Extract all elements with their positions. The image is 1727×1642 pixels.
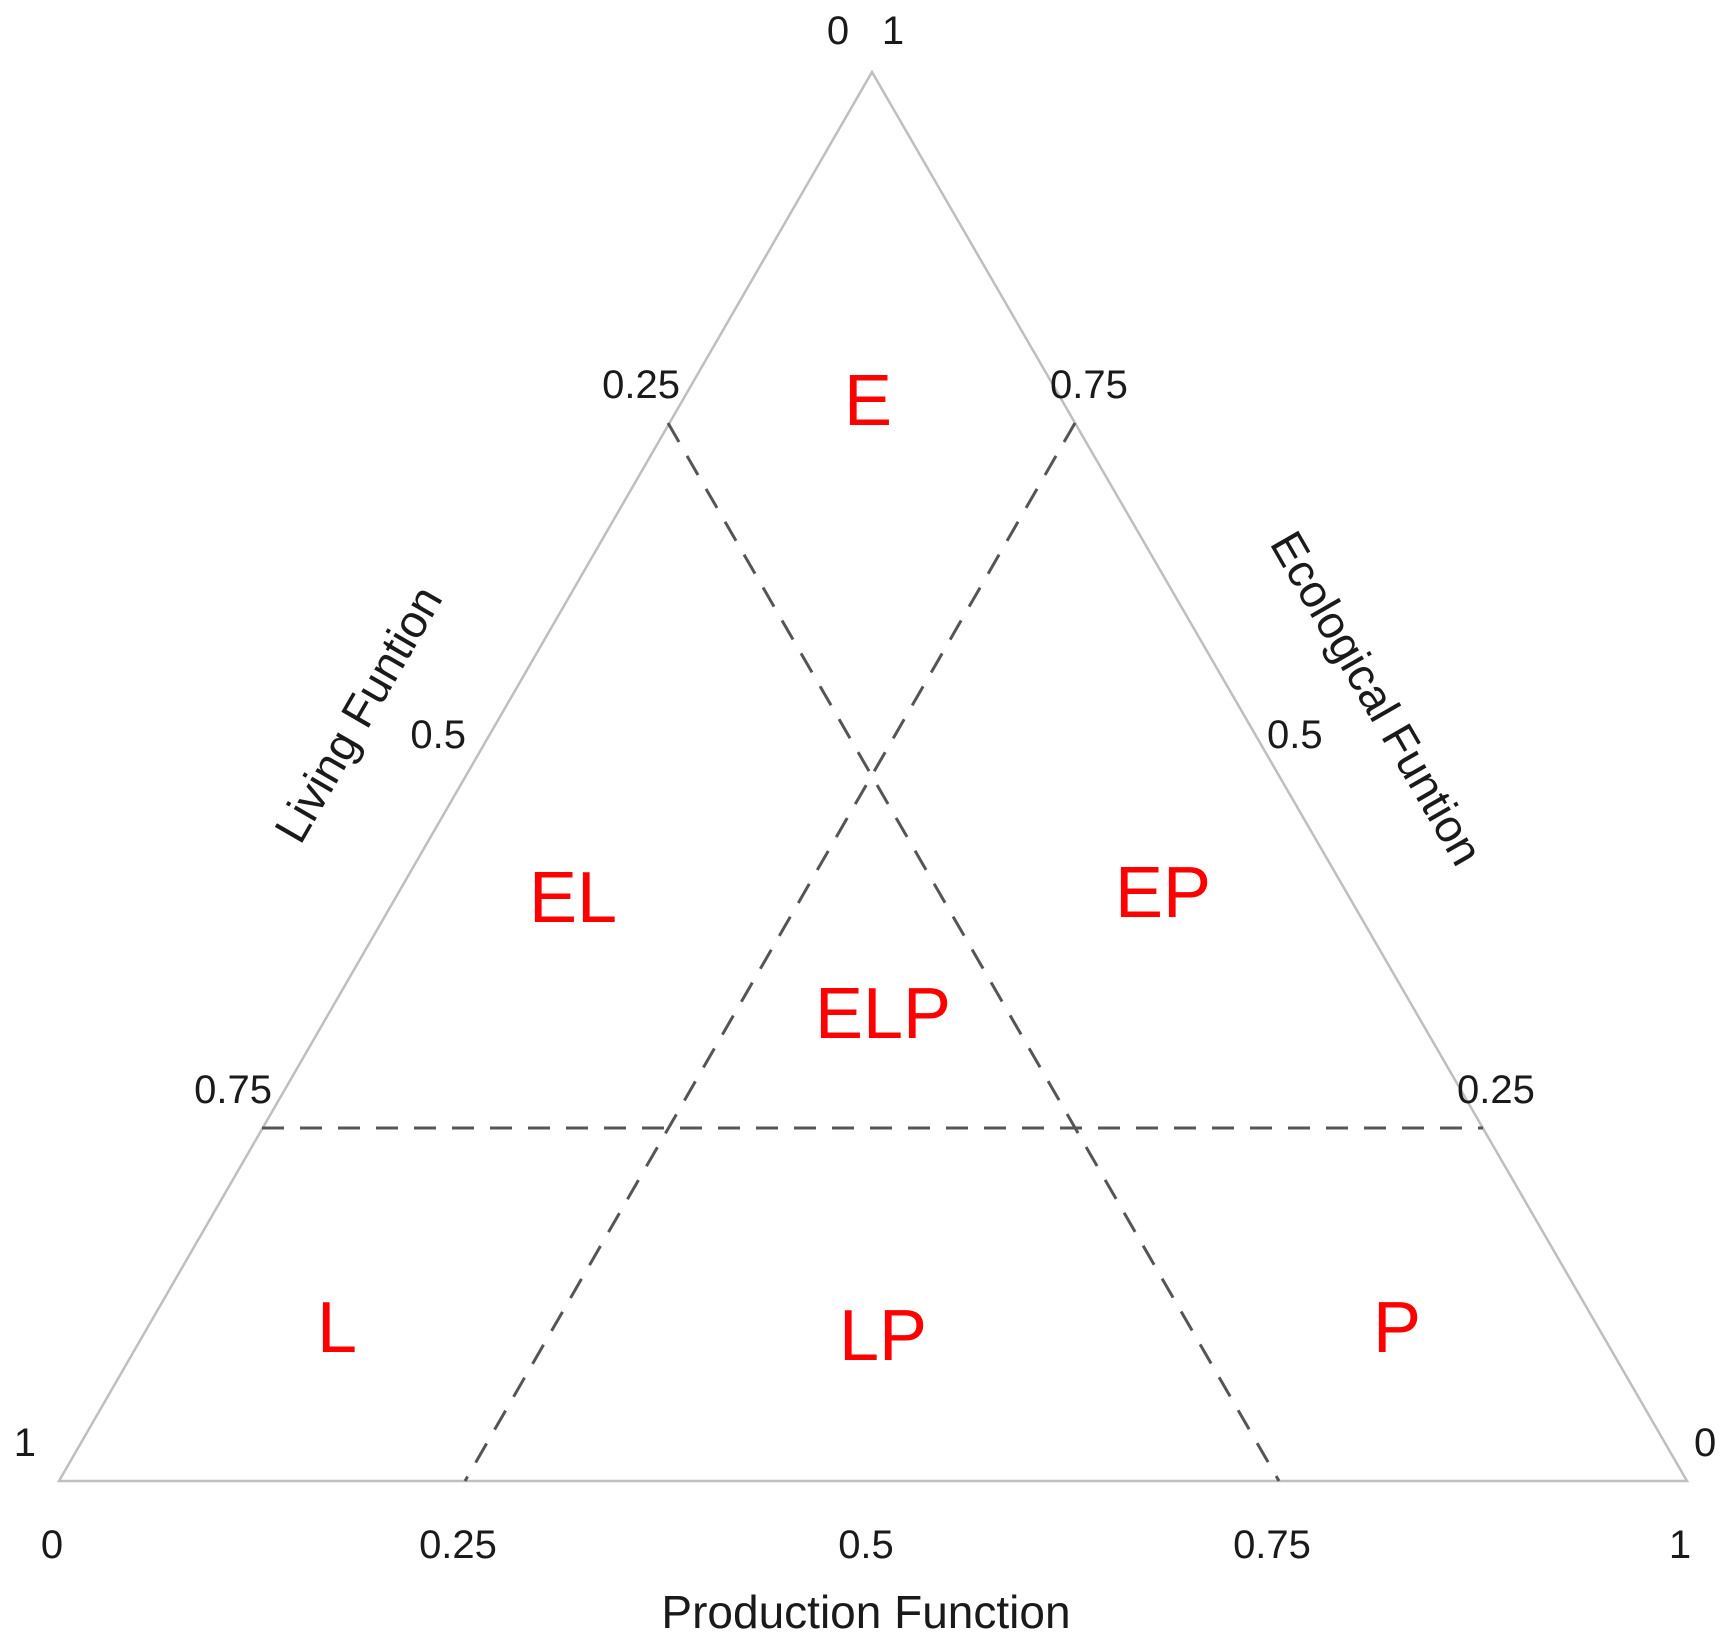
left-axis-tick-1: 1 — [14, 1421, 36, 1465]
region-label-e: E — [844, 361, 892, 441]
ternary-triangle — [56, 69, 1690, 1483]
left-axis-tick-0-25: 0.25 — [602, 363, 680, 407]
region-label-p: P — [1373, 1288, 1421, 1368]
right-axis-tick-0-75: 0.75 — [1050, 363, 1128, 407]
region-label-el: EL — [529, 858, 617, 938]
bottom-axis-title: Production Function — [661, 1586, 1070, 1638]
region-label-elp: ELP — [815, 974, 951, 1054]
bottom-axis-tick-1: 1 — [1669, 1523, 1691, 1567]
bottom-axis-tick-0-25: 0.25 — [419, 1523, 497, 1567]
region-label-ep: EP — [1115, 853, 1211, 933]
left-axis-tick-0-75: 0.75 — [194, 1068, 272, 1112]
right-axis-tick-0-5: 0.5 — [1267, 713, 1323, 757]
right-axis-tick-0: 0 — [1694, 1421, 1716, 1465]
threshold-line-ecological — [463, 422, 1077, 1482]
left-axis-tick-0: 0 — [827, 9, 849, 53]
bottom-axis-tick-0: 0 — [41, 1523, 63, 1567]
region-label-lp: LP — [839, 1296, 927, 1376]
left-axis-tick-0-5: 0.5 — [410, 713, 466, 757]
right-axis-title: Ecological Funtion — [1260, 522, 1493, 874]
region-label-l: L — [317, 1288, 357, 1368]
bottom-axis-tick-0-5: 0.5 — [838, 1523, 894, 1567]
bottom-axis-tick-0-75: 0.75 — [1233, 1523, 1311, 1567]
right-axis-tick-0-25: 0.25 — [1457, 1068, 1535, 1112]
right-axis-tick-1: 1 — [882, 9, 904, 53]
threshold-line-production — [666, 422, 1281, 1482]
